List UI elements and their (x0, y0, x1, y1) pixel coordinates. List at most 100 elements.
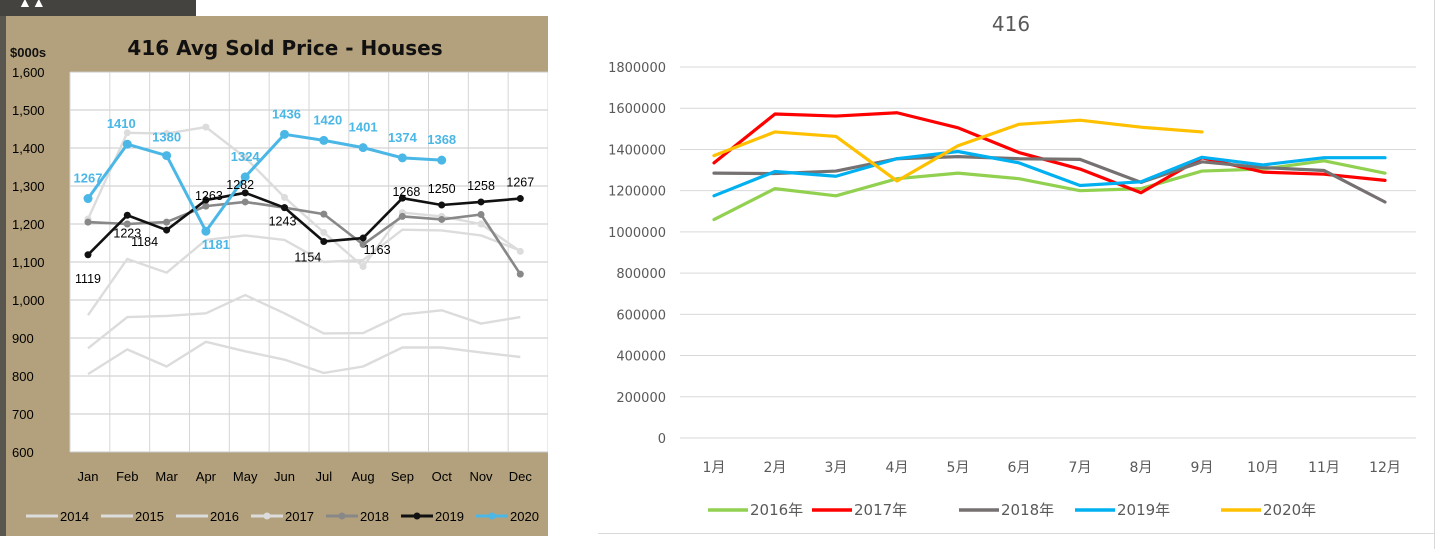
series-line-2020年 (712, 118, 1204, 183)
left-chart-panel: ▲▲ 600 700 800 900 1,000 1,100 1,200 1,300 1,400… (0, 0, 552, 549)
data-point-2020 (280, 129, 289, 139)
data-point-2018 (359, 241, 367, 249)
y-tick-label: 800 (12, 369, 34, 384)
x-tick-label: 5月 (947, 460, 970, 476)
x-tick-label: Feb (116, 469, 138, 484)
y-tick-label: 1800000 (608, 61, 666, 76)
data-label-2020: 1267 (74, 171, 103, 186)
data-label-2019: 1119 (75, 272, 101, 286)
y-tick-label: 1,000 (12, 293, 45, 308)
y-tick-label: 1,600 (12, 65, 45, 80)
y-tick-label: 800000 (616, 267, 666, 282)
data-point-2018 (438, 215, 446, 223)
data-label-2019: 1267 (506, 176, 534, 190)
series-line-2018年 (712, 155, 1387, 204)
data-point-2017 (359, 263, 367, 271)
legend-label-2017年: 2017年 (854, 501, 907, 519)
data-point-2018 (516, 270, 524, 278)
y-tick-label: 400000 (616, 350, 666, 365)
data-point-2020 (162, 151, 172, 161)
data-point-2017 (477, 220, 485, 228)
data-point-2018 (163, 218, 171, 226)
data-label-2019: 1223 (113, 226, 141, 240)
x-tick-label: 2月 (764, 460, 787, 476)
legend-label-2016: 2016 (210, 509, 239, 524)
data-point-2019 (84, 251, 92, 259)
x-tick-label: 3月 (825, 460, 848, 476)
y-axis-label: $000s (10, 45, 46, 60)
data-point-2020 (437, 155, 447, 165)
legend-marker-2019 (413, 512, 421, 520)
series-line-2017年 (712, 111, 1387, 195)
data-label-2019: 1163 (364, 243, 391, 257)
x-tick-label: 9月 (1191, 460, 1214, 476)
data-point-2020 (201, 226, 211, 236)
y-tick-label: 200000 (616, 391, 666, 406)
x-tick-label: 12月 (1369, 460, 1401, 476)
legend-label-2020: 2020 (510, 509, 539, 524)
data-label-2020: 1380 (152, 130, 181, 145)
x-tick-label: 6月 (1008, 460, 1031, 476)
data-point-2019 (398, 194, 406, 202)
x-tick-label: Oct (432, 469, 453, 484)
legend-marker-2020 (488, 512, 496, 520)
data-point-2020 (319, 135, 329, 145)
frame-border (0, 16, 6, 536)
data-label-2020: 1324 (231, 149, 261, 164)
series-line-2014 (87, 340, 521, 376)
data-label-2019: 1250 (428, 182, 456, 196)
data-label-2020: 1181 (202, 237, 230, 252)
chart-bottom-border (598, 533, 1434, 534)
legend-label-2018: 2018 (360, 509, 389, 524)
data-point-2017 (163, 130, 171, 138)
data-point-2019 (241, 189, 249, 197)
data-label-2020: 1420 (313, 112, 342, 127)
x-tick-label: 1月 (703, 460, 726, 476)
sheet-edge (1434, 0, 1435, 549)
y-tick-label: 700 (12, 407, 34, 422)
data-point-2018 (84, 218, 92, 226)
legend-area (6, 500, 548, 536)
y-tick-label: 1,500 (12, 103, 45, 118)
data-point-2019 (163, 226, 171, 234)
y-tick-label: 900 (12, 331, 34, 346)
left-line-chart: 600 700 800 900 1,000 1,100 1,200 1,300 1,400 1,5… (6, 36, 549, 536)
y-tick-label: 1,100 (12, 255, 45, 270)
x-tick-label: Nov (469, 469, 493, 484)
data-point-2018 (241, 198, 249, 206)
y-tick-label: 1200000 (608, 185, 666, 200)
data-point-2019 (438, 201, 446, 209)
x-tick-label: 10月 (1247, 460, 1279, 476)
x-tick-label: Apr (196, 469, 217, 484)
y-tick-label: 1400000 (608, 143, 666, 158)
legend-label-2015: 2015 (135, 509, 164, 524)
y-tick-label: 1600000 (608, 102, 666, 117)
legend-marker-2018 (338, 512, 346, 520)
data-label-2020: 1368 (427, 132, 456, 147)
data-point-2017 (281, 193, 288, 201)
data-label-2019: 1243 (269, 215, 297, 229)
data-point-2017 (123, 129, 131, 137)
legend-label-2014: 2014 (60, 509, 89, 524)
data-point-2019 (202, 196, 210, 204)
series-line-2020 (86, 132, 442, 233)
x-tick-label: 7月 (1069, 460, 1092, 476)
data-point-2019 (516, 195, 524, 203)
data-point-2019 (320, 237, 328, 245)
data-label-2020: 1436 (272, 106, 301, 121)
data-label-2019: 1282 (226, 178, 254, 192)
data-point-2019 (123, 211, 131, 219)
y-tick-label: 0 (658, 432, 666, 447)
series-line-2015 (87, 293, 521, 350)
y-tick-label: 600 (12, 445, 34, 460)
x-tick-label: Jan (78, 469, 99, 484)
chart-title: 416 Avg Sold Price - Houses (127, 36, 442, 60)
data-label-2019: 1184 (131, 235, 158, 249)
data-label-2020: 1374 (388, 130, 418, 145)
data-point-2018 (123, 220, 131, 228)
house-icon: ▲▲ (18, 0, 46, 10)
legend-label-2019: 2019 (435, 509, 464, 524)
legend-label-2018年: 2018年 (1001, 501, 1054, 519)
chart-title: 416 (992, 12, 1030, 36)
x-tick-label: Jun (274, 469, 295, 484)
